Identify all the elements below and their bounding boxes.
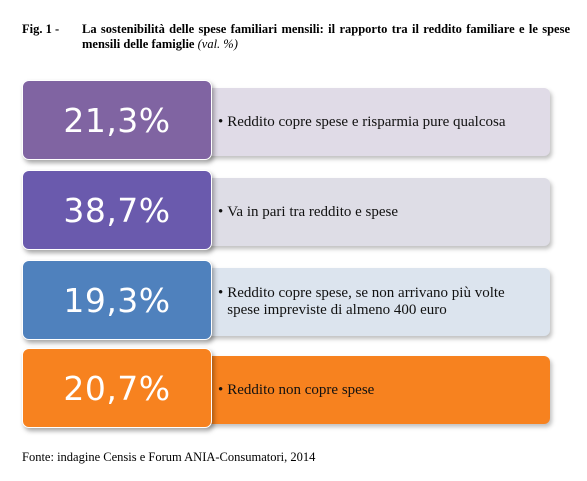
value-tile-1: 21,3% bbox=[22, 80, 212, 160]
chart-row-3: 19,3% • Reddito copre spese, se non arri… bbox=[22, 260, 552, 340]
source-note: Fonte: indagine Censis e Forum ANIA-Cons… bbox=[22, 450, 316, 464]
category-text-4: Reddito non copre spese bbox=[227, 381, 375, 398]
bullet-3: • bbox=[218, 285, 224, 301]
chart: 21,3% • Reddito copre spese e risparmia … bbox=[22, 80, 552, 428]
category-bar-1 bbox=[202, 88, 550, 156]
figure-title-text: La sostenibilità delle spese familiari m… bbox=[82, 22, 570, 51]
value-label-1: 21,3% bbox=[63, 100, 171, 140]
category-label-1: • Reddito copre spese e risparmia pure q… bbox=[218, 88, 538, 156]
value-tile-2: 38,7% bbox=[22, 170, 212, 250]
category-text-3: Reddito copre spese, se non arrivano più… bbox=[227, 285, 505, 318]
figure-label: Fig. 1 - bbox=[22, 22, 60, 36]
value-label-4: 20,7% bbox=[63, 368, 171, 408]
chart-row-1: 21,3% • Reddito copre spese e risparmia … bbox=[22, 80, 552, 160]
value-label-2: 38,7% bbox=[63, 190, 171, 230]
category-bar-3 bbox=[202, 268, 550, 336]
chart-row-2: 38,7% • Va in pari tra reddito e spese bbox=[22, 170, 552, 250]
category-label-3: • Reddito copre spese, se non arrivano p… bbox=[218, 268, 538, 336]
bullet-4: • bbox=[218, 381, 224, 398]
value-tile-4: 20,7% bbox=[22, 348, 212, 428]
value-tile-3: 19,3% bbox=[22, 260, 212, 340]
category-bar-2 bbox=[202, 178, 550, 246]
category-label-4: • Reddito non copre spese bbox=[218, 356, 538, 424]
value-label-3: 19,3% bbox=[63, 280, 171, 320]
category-label-2: • Va in pari tra reddito e spese bbox=[218, 178, 538, 246]
category-text-2: Va in pari tra reddito e spese bbox=[227, 203, 399, 220]
figure-unit: (val. %) bbox=[197, 37, 238, 51]
category-bar-4 bbox=[202, 356, 550, 424]
category-text-1: Reddito copre spese e risparmia pure qua… bbox=[227, 113, 506, 130]
figure-title: La sostenibilità delle spese familiari m… bbox=[82, 22, 570, 52]
chart-row-4: 20,7% • Reddito non copre spese bbox=[22, 348, 552, 428]
bullet-2: • bbox=[218, 203, 224, 220]
bullet-1: • bbox=[218, 113, 224, 130]
